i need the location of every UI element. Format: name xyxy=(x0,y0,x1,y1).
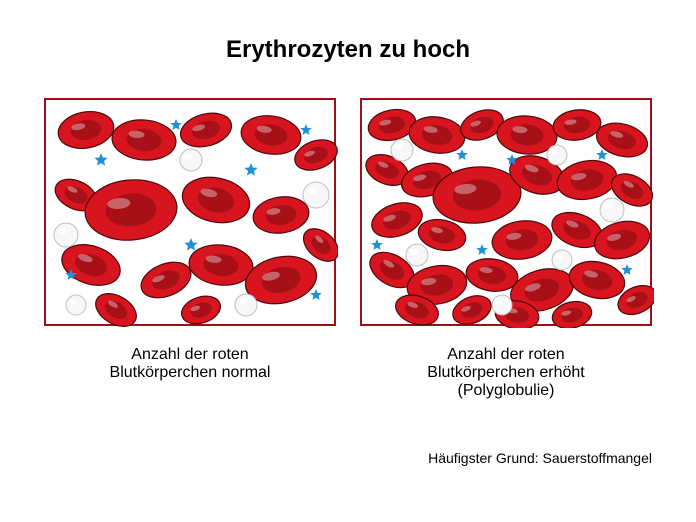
panel-normal xyxy=(44,98,336,326)
blood-cells-illustration xyxy=(362,100,654,328)
panel-elevated xyxy=(360,98,652,326)
footnote: Häufigster Grund: Sauerstoffmangel xyxy=(428,450,652,466)
title-text: Erythrozyten zu hoch xyxy=(226,36,470,63)
panel-caption-elevated: Anzahl der roten Blutkörperchen erhöht (… xyxy=(396,346,616,400)
panel-caption-normal: Anzahl der roten Blutkörperchen normal xyxy=(80,346,300,382)
footnote-text: Häufigster Grund: Sauerstoffmangel xyxy=(428,450,652,466)
blood-cells-illustration xyxy=(46,100,338,328)
diagram-title: Erythrozyten zu hoch xyxy=(0,36,696,64)
panel-row xyxy=(44,98,652,326)
